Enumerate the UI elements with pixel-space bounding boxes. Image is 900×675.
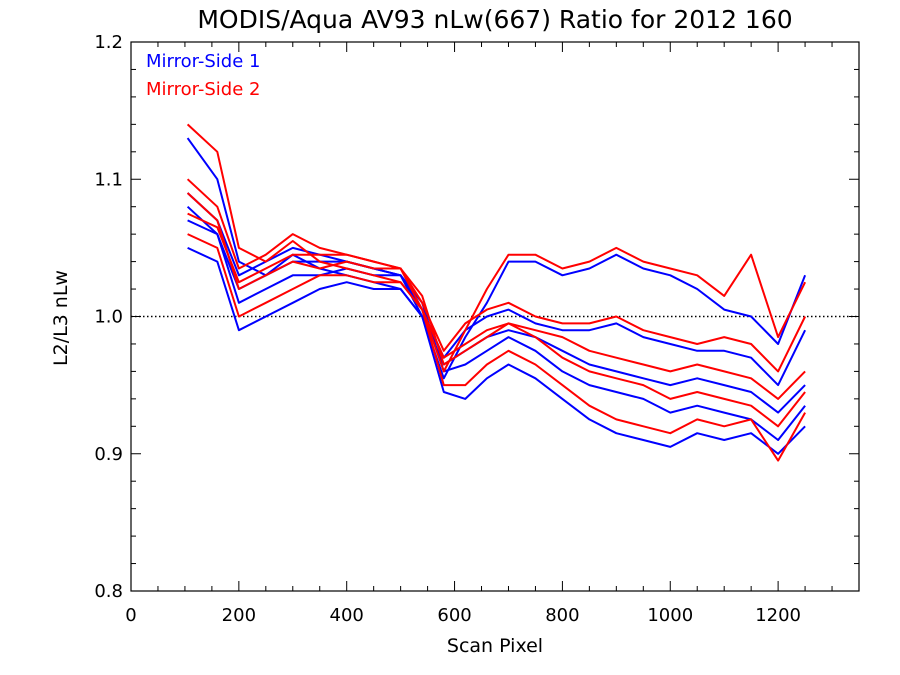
legend: Mirror-Side 1 Mirror-Side 2 (146, 51, 260, 100)
y-axis-label: L2/L3 nLw (50, 270, 72, 366)
x-tick-label: 200 (222, 605, 256, 626)
x-tick-label: 800 (545, 605, 579, 626)
y-tick-label: 1.0 (94, 307, 123, 328)
plot-area (131, 123, 859, 462)
legend-label-mirror-side-1: Mirror-Side 1 (146, 51, 260, 72)
series-line-mirror-side-2-6 (186, 123, 806, 400)
x-tick-label: 1000 (647, 605, 693, 626)
legend-label-mirror-side-2: Mirror-Side 2 (146, 79, 260, 100)
series-line-mirror-side-2-10 (186, 178, 806, 373)
x-tick-label: 1200 (755, 605, 801, 626)
series-line-mirror-side-2-9 (187, 212, 806, 373)
series-line-mirror-side-1-5 (186, 192, 806, 387)
y-tick-label: 0.8 (94, 581, 123, 602)
series-line-mirror-side-1-2 (186, 205, 806, 441)
axes: 0 200 400 600 800 1000 1200 0.8 0.9 1.0 1.1 1.2 (94, 32, 860, 626)
series-line-mirror-side-2-7 (186, 192, 806, 428)
x-tick-label: 600 (437, 605, 471, 626)
x-axis-label: Scan Pixel (447, 635, 543, 657)
y-tick-label: 1.1 (94, 169, 123, 190)
series-line-mirror-side-1-3 (187, 246, 806, 455)
y-tick-label: 1.2 (94, 32, 123, 53)
x-tick-label: 0 (125, 605, 136, 626)
series-line-mirror-side-2-8 (187, 233, 806, 462)
x-tick-label: 400 (330, 605, 364, 626)
chart-title: MODIS/Aqua AV93 nLw(667) Ratio for 2012 … (197, 5, 792, 34)
y-tick-label: 0.9 (94, 444, 123, 465)
